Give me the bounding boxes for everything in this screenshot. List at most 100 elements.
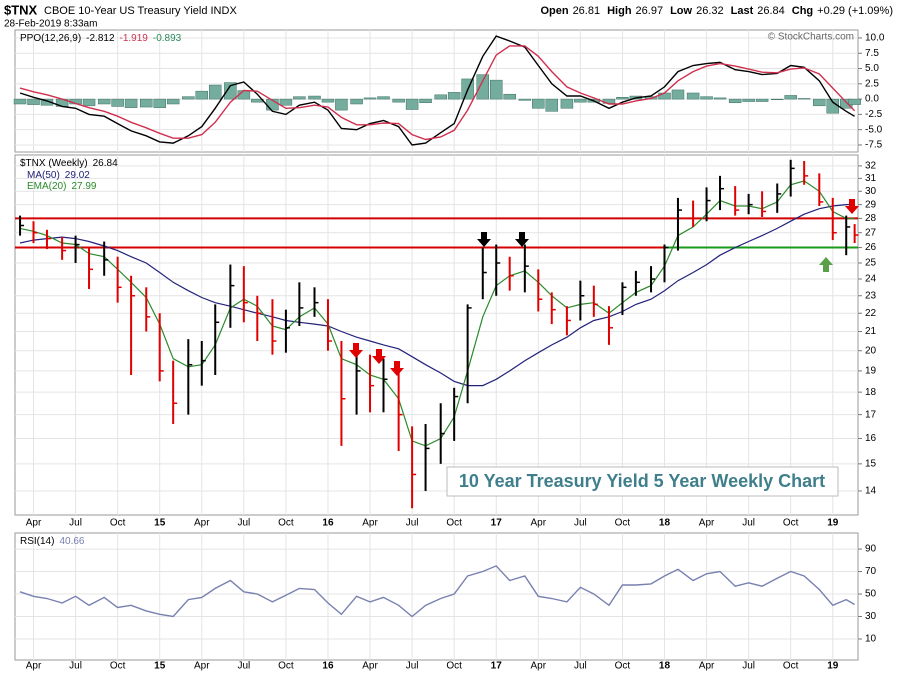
x-tick-label: 19 bbox=[827, 518, 839, 529]
legend: $TNX (Weekly) 26.84 bbox=[20, 158, 118, 169]
histogram-bar bbox=[279, 98, 293, 106]
arrow bbox=[515, 232, 529, 247]
histogram-bar bbox=[700, 96, 713, 100]
legend-value: 27.99 bbox=[71, 181, 96, 192]
legend-label: MA(50) bbox=[27, 170, 60, 181]
y-tick-label: 24 bbox=[865, 274, 877, 285]
histogram-bar bbox=[797, 98, 811, 100]
x-tick-label: Oct bbox=[615, 661, 631, 672]
legend-label: PPO(12,26,9) bbox=[20, 33, 81, 44]
y-tick-label: 19 bbox=[865, 366, 877, 377]
quote-label: Last bbox=[731, 5, 754, 17]
quote-value: 26.84 bbox=[757, 5, 785, 17]
x-tick-label: 18 bbox=[659, 661, 671, 672]
annotation-box bbox=[446, 466, 839, 497]
x-tick-label: Oct bbox=[783, 661, 799, 672]
histogram-bar bbox=[658, 92, 671, 100]
y-tick-label: 17 bbox=[865, 409, 877, 420]
y-tick-label: -2.5 bbox=[865, 109, 883, 120]
y-tick-label: 5.0 bbox=[865, 63, 879, 74]
histogram-bar bbox=[195, 90, 209, 100]
y-tick-label: 0.0 bbox=[865, 94, 879, 105]
histogram-bar bbox=[532, 98, 545, 109]
arrow bbox=[845, 199, 859, 214]
histogram-bar bbox=[392, 98, 405, 103]
quote-label: Open bbox=[540, 5, 568, 17]
y-tick-label: 22 bbox=[865, 308, 877, 319]
y-tick-label: 16 bbox=[865, 433, 877, 444]
histogram-bar bbox=[476, 74, 490, 100]
x-tick-label: Oct bbox=[278, 661, 294, 672]
x-tick-label: Jul bbox=[574, 661, 587, 672]
histogram-bar bbox=[518, 98, 532, 101]
histogram-bar bbox=[742, 98, 755, 102]
symbol: $TNX bbox=[4, 2, 38, 17]
y-tick-label: 23 bbox=[865, 290, 877, 301]
y-tick-label: 10.0 bbox=[865, 33, 885, 44]
quote: Open 26.81 High 26.97 Low 26.32 Last 26.84 Chg +0… bbox=[540, 5, 893, 17]
x-tick-label: Apr bbox=[531, 518, 547, 529]
x-tick-label: 18 bbox=[659, 518, 671, 529]
y-tick-label: 30 bbox=[865, 186, 877, 197]
panel bbox=[14, 532, 859, 661]
legend: RSI(14) 40.66 bbox=[20, 536, 85, 547]
x-tick-label: Jul bbox=[237, 661, 250, 672]
x-tick-label: 15 bbox=[154, 661, 166, 672]
histogram-bar bbox=[40, 98, 54, 106]
histogram-bar bbox=[784, 95, 797, 100]
x-tick-label: Jul bbox=[69, 661, 82, 672]
x-tick-label: Apr bbox=[362, 518, 378, 529]
copyright: © StockCharts.com bbox=[768, 32, 854, 43]
y-tick-label: 20 bbox=[865, 345, 877, 356]
x-tick-label: 17 bbox=[491, 518, 503, 529]
legend-value: 26.84 bbox=[93, 158, 118, 169]
legend: MA(50) 29.02 bbox=[27, 170, 90, 181]
y-tick-label: 70 bbox=[865, 566, 877, 577]
arrow bbox=[372, 349, 386, 364]
legend-value: 40.66 bbox=[59, 536, 84, 547]
x-tick-label: Jul bbox=[237, 518, 250, 529]
histogram-bar bbox=[447, 92, 461, 100]
histogram-bar bbox=[713, 97, 727, 100]
histogram-bar bbox=[770, 98, 784, 100]
y-tick-label: 27 bbox=[865, 227, 877, 238]
x-tick-label: Apr bbox=[699, 518, 715, 529]
x-tick-label: 16 bbox=[322, 661, 334, 672]
histogram-bar bbox=[363, 97, 377, 100]
histogram-bar bbox=[82, 98, 96, 107]
histogram-bar bbox=[293, 96, 306, 100]
legend-value: 29.02 bbox=[65, 170, 90, 181]
histogram-bar bbox=[166, 98, 180, 105]
y-tick-label: 25 bbox=[865, 258, 877, 269]
histogram-bar bbox=[13, 98, 27, 105]
histogram-bar bbox=[97, 98, 111, 105]
x-tick-label: 17 bbox=[491, 661, 503, 672]
y-tick-label: 21 bbox=[865, 326, 877, 337]
x-tick-label: Oct bbox=[278, 518, 294, 529]
histogram-bar bbox=[350, 98, 363, 105]
x-tick-label: Oct bbox=[110, 661, 126, 672]
arrow bbox=[477, 232, 491, 247]
histogram-bar bbox=[139, 98, 153, 108]
x-tick-label: Apr bbox=[531, 661, 547, 672]
arrow bbox=[349, 343, 363, 358]
legend: PPO(12,26,9) -2.812 -1.919 -0.893 bbox=[20, 33, 182, 44]
x-tick-label: Jul bbox=[574, 518, 587, 529]
histogram-bar bbox=[616, 97, 629, 100]
x-tick-label: Apr bbox=[194, 661, 210, 672]
y-tick-label: 26 bbox=[865, 242, 877, 253]
x-tick-label: Jul bbox=[742, 661, 755, 672]
quote-label: Low bbox=[670, 5, 692, 17]
y-tick-label: 30 bbox=[865, 611, 877, 622]
y-tick-label: 29 bbox=[865, 199, 877, 210]
quote-value: 26.97 bbox=[636, 5, 664, 17]
series-line bbox=[19, 35, 855, 146]
histogram-bar bbox=[574, 98, 587, 103]
quote-value: 26.32 bbox=[696, 5, 724, 17]
quote-value: 26.81 bbox=[573, 5, 601, 17]
histogram-bar bbox=[671, 89, 685, 100]
arrow bbox=[390, 361, 404, 376]
histogram-bar bbox=[124, 98, 138, 108]
legend-label: $TNX (Weekly) bbox=[20, 158, 88, 169]
